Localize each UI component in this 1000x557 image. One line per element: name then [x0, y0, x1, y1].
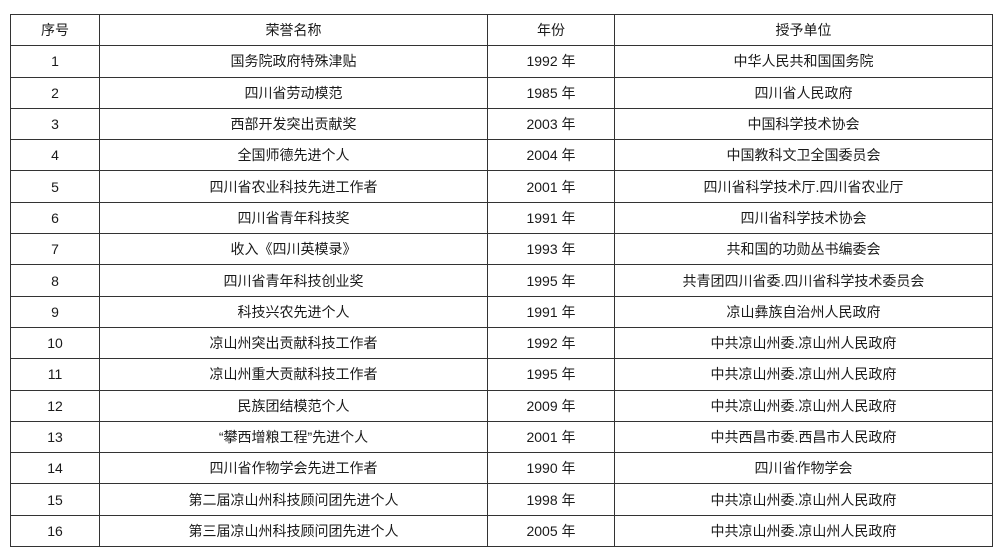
cell-index: 12 [10, 389, 100, 422]
header-honor-name: 荣誉名称 [99, 13, 488, 47]
cell-awarding-body: 中共凉山州委.凉山州人民政府 [614, 326, 993, 360]
cell-honor-name: 全国师德先进个人 [99, 139, 488, 172]
cell-awarding-body: 中华人民共和国国务院 [614, 45, 993, 78]
header-index: 序号 [10, 13, 100, 47]
cell-year: 1992 年 [487, 326, 615, 360]
cell-honor-name: 收入《四川英模录》 [99, 233, 488, 266]
table-row: 13 “攀西增粮工程”先进个人 2001 年中共西昌市委.西昌市人民政府 [10, 420, 993, 454]
table-header-row: 序号 荣誉名称 年份 授予单位 [10, 13, 993, 47]
cell-index: 3 [10, 107, 100, 141]
cell-honor-name: 四川省劳动模范 [99, 76, 488, 109]
cell-honor-name: 四川省作物学会先进工作者 [99, 452, 488, 485]
table-row: 10 凉山州突出贡献科技工作者 1992 年中共凉山州委.凉山州人民政府 [10, 326, 993, 360]
cell-awarding-body: 中共凉山州委.凉山州人民政府 [614, 514, 993, 548]
cell-year: 2005 年 [487, 514, 615, 548]
cell-index: 11 [10, 358, 100, 391]
table-row: 4 全国师德先进个人 2004 年中国教科文卫全国委员会 [10, 139, 993, 172]
cell-year: 1995 年 [487, 358, 615, 391]
cell-awarding-body: 中共凉山州委.凉山州人民政府 [614, 483, 993, 516]
table-row: 9 科技兴农先进个人 1991 年凉山彝族自治州人民政府 [10, 295, 993, 328]
table-row: 11 凉山州重大贡献科技工作者 1995 年中共凉山州委.凉山州人民政府 [10, 358, 993, 391]
cell-honor-name: 民族团结模范个人 [99, 389, 488, 422]
cell-awarding-body: 中国教科文卫全国委员会 [614, 139, 993, 172]
cell-awarding-body: 中共西昌市委.西昌市人民政府 [614, 420, 993, 454]
cell-index: 14 [10, 452, 100, 485]
cell-year: 1992 年 [487, 45, 615, 78]
cell-year: 1995 年 [487, 264, 615, 297]
table-row: 14 四川省作物学会先进工作者 1990 年四川省作物学会 [10, 452, 993, 485]
cell-year: 1993 年 [487, 233, 615, 266]
cell-awarding-body: 共青团四川省委.四川省科学技术委员会 [614, 264, 993, 297]
table-row: 3 西部开发突出贡献奖 2003 年中国科学技术协会 [10, 107, 993, 141]
cell-index: 8 [10, 264, 100, 297]
table-row: 6 四川省青年科技奖 1991 年四川省科学技术协会 [10, 201, 993, 235]
cell-honor-name: 科技兴农先进个人 [99, 295, 488, 328]
table-row: 12 民族团结模范个人 2009 年中共凉山州委.凉山州人民政府 [10, 389, 993, 422]
cell-year: 2004 年 [487, 139, 615, 172]
cell-year: 1991 年 [487, 201, 615, 235]
cell-awarding-body: 四川省作物学会 [614, 452, 993, 485]
cell-honor-name: 四川省农业科技先进工作者 [99, 170, 488, 203]
cell-year: 2009 年 [487, 389, 615, 422]
cell-awarding-body: 四川省科学技术协会 [614, 201, 993, 235]
cell-honor-name: 国务院政府特殊津贴 [99, 45, 488, 78]
cell-year: 1985 年 [487, 76, 615, 109]
cell-index: 10 [10, 326, 100, 360]
table-row: 8 四川省青年科技创业奖 1995 年共青团四川省委.四川省科学技术委员会 [10, 264, 993, 297]
table-row: 5 四川省农业科技先进工作者 2001 年四川省科学技术厅.四川省农业厅 [10, 170, 993, 203]
cell-awarding-body: 四川省科学技术厅.四川省农业厅 [614, 170, 993, 203]
cell-index: 1 [10, 45, 100, 78]
cell-index: 5 [10, 170, 100, 203]
cell-index: 4 [10, 139, 100, 172]
header-year: 年份 [487, 13, 615, 47]
cell-year: 1990 年 [487, 452, 615, 485]
cell-year: 2001 年 [487, 420, 615, 454]
cell-honor-name: “攀西增粮工程”先进个人 [99, 420, 488, 454]
cell-index: 7 [10, 233, 100, 266]
cell-year: 1998 年 [487, 483, 615, 516]
table-row: 2 四川省劳动模范 1985 年四川省人民政府 [10, 76, 993, 109]
cell-awarding-body: 中国科学技术协会 [614, 107, 993, 141]
cell-index: 2 [10, 76, 100, 109]
cell-index: 13 [10, 420, 100, 454]
cell-honor-name: 四川省青年科技奖 [99, 201, 488, 235]
cell-honor-name: 西部开发突出贡献奖 [99, 107, 488, 141]
cell-index: 15 [10, 483, 100, 516]
cell-honor-name: 第三届凉山州科技顾问团先进个人 [99, 514, 488, 548]
cell-awarding-body: 凉山彝族自治州人民政府 [614, 295, 993, 328]
cell-year: 2003 年 [487, 107, 615, 141]
table-row: 1 国务院政府特殊津贴 1992 年中华人民共和国国务院 [10, 45, 993, 78]
cell-year: 1991 年 [487, 295, 615, 328]
table-row: 15 第二届凉山州科技顾问团先进个人 1998 年中共凉山州委.凉山州人民政府 [10, 483, 993, 516]
cell-honor-name: 第二届凉山州科技顾问团先进个人 [99, 483, 488, 516]
honors-table: 序号 荣誉名称 年份 授予单位 1 国务院政府特殊津贴 1992 年中华人民共和国国… [10, 13, 993, 548]
cell-index: 6 [10, 201, 100, 235]
cell-honor-name: 四川省青年科技创业奖 [99, 264, 488, 297]
cell-awarding-body: 中共凉山州委.凉山州人民政府 [614, 389, 993, 422]
cell-index: 9 [10, 295, 100, 328]
cell-honor-name: 凉山州突出贡献科技工作者 [99, 326, 488, 360]
table-row: 16 第三届凉山州科技顾问团先进个人 2005 年中共凉山州委.凉山州人民政府 [10, 514, 993, 548]
table-row: 7 收入《四川英模录》 1993 年共和国的功勋丛书编委会 [10, 233, 993, 266]
cell-awarding-body: 中共凉山州委.凉山州人民政府 [614, 358, 993, 391]
cell-year: 2001 年 [487, 170, 615, 203]
header-awarding-body: 授予单位 [614, 13, 993, 47]
cell-awarding-body: 共和国的功勋丛书编委会 [614, 233, 993, 266]
cell-awarding-body: 四川省人民政府 [614, 76, 993, 109]
cell-index: 16 [10, 514, 100, 548]
cell-honor-name: 凉山州重大贡献科技工作者 [99, 358, 488, 391]
